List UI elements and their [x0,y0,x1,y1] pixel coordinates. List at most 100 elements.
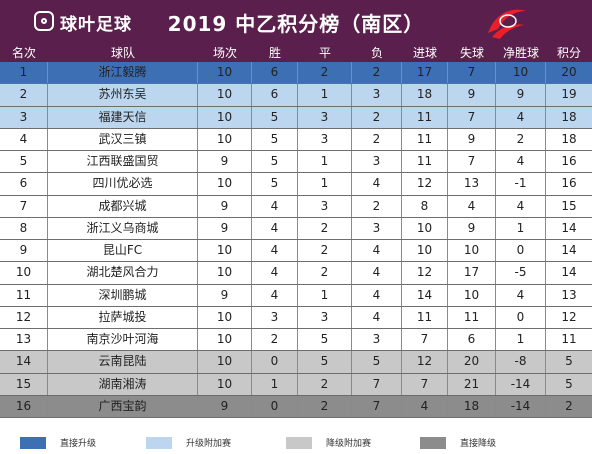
table-row: 12 拉萨城投 10 3 3 4 11 11 0 12 [0,306,592,329]
cell-wins: 0 [252,395,298,417]
app-logo-icon [34,11,54,31]
cell-played: 10 [198,329,252,351]
cell-draws: 2 [298,240,352,262]
cell-points: 15 [561,198,577,213]
cell-played: 9 [198,395,252,417]
cell-team: 四川优必选 [48,173,198,195]
cell-goals-against: 9 [448,217,496,239]
cell-wins: 2 [252,329,298,351]
cell-goal-diff: 0 [496,306,546,328]
cell-draws: 2 [298,373,352,395]
cell-points: 14 [561,243,577,257]
table-row: 7 成都兴城 9 4 3 2 8 4 4 15 [0,195,592,218]
cell-rank: 11 [0,284,48,306]
logo-text: 球叶足球 [60,15,132,35]
table-row: 1 浙江毅腾 10 6 2 2 17 7 10 20 [0,62,592,85]
cell-rank: 9 [0,240,48,262]
cell-goals-for: 10 [402,240,448,262]
cell-goals-for: 17 [402,62,448,84]
cell-goals-against: 20 [448,351,496,373]
header-bar: 球叶足球 2019 中乙积分榜（南区） [0,0,592,45]
cell-points: 14 [561,220,577,235]
cell-goal-diff: 10 [496,62,546,84]
cell-team: 浙江毅腾 [48,62,198,84]
cell-points: 20 [561,65,577,79]
table-row: 6 四川优必选 10 5 1 4 12 13 -1 16 [0,173,592,196]
cell-draws: 2 [298,62,352,84]
cell-draws: 3 [298,128,352,150]
cell-wins: 4 [252,217,298,239]
legend-swatch [146,437,172,449]
cell-rank: 7 [0,195,48,217]
cell-goal-diff: 0 [496,240,546,262]
col-losses: 负 [370,46,383,60]
cell-points: 2 [565,398,573,413]
cell-points: 12 [561,309,577,324]
cell-wins: 0 [252,351,298,373]
cell-wins: 5 [252,128,298,150]
cell-wins: 6 [252,84,298,106]
cell-losses: 4 [352,284,402,306]
cell-goals-for: 18 [402,84,448,106]
cell-draws: 3 [298,106,352,128]
cell-losses: 4 [352,240,402,262]
cell-wins: 4 [252,195,298,217]
cell-losses: 4 [352,173,402,195]
cell-draws: 2 [298,395,352,417]
cell-wins: 3 [252,306,298,328]
cell-goals-against: 21 [448,373,496,395]
legend-label: 直接降级 [460,439,497,449]
cell-goal-diff: 4 [496,106,546,128]
legend-swatch [286,437,312,449]
cell-losses: 3 [352,329,402,351]
cell-goal-diff: 1 [496,329,546,351]
cell-goals-for: 7 [402,329,448,351]
cell-points: 16 [561,176,577,191]
cell-played: 9 [198,284,252,306]
cell-losses: 4 [352,262,402,284]
cell-goal-diff: -14 [496,395,546,417]
cell-draws: 1 [298,173,352,195]
legend-swatch [20,437,46,449]
cell-rank: 15 [0,373,48,395]
cell-losses: 2 [352,128,402,150]
cell-draws: 1 [298,151,352,173]
cell-played: 10 [198,173,252,195]
cell-goal-diff: 9 [496,84,546,106]
cell-goals-for: 8 [402,195,448,217]
cell-wins: 5 [252,173,298,195]
cell-rank: 3 [0,106,48,128]
table-row: 2 苏州东吴 10 6 1 3 18 9 9 19 [0,84,592,107]
cell-team: 深圳鹏城 [48,284,198,306]
cell-rank: 5 [0,151,48,173]
cell-team: 云南昆陆 [48,351,198,373]
col-points: 积分 [556,46,581,60]
cell-team: 浙江义乌商城 [48,217,198,239]
cell-rank: 13 [0,329,48,351]
cell-rank: 12 [0,306,48,328]
cell-losses: 5 [352,351,402,373]
standings-table: 1 浙江毅腾 10 6 2 2 17 7 10 20 2 苏州东吴 10 6 1 3 18 9 9 19 3 福建天信 10… [0,62,592,418]
cell-wins: 4 [252,240,298,262]
cell-team: 江西联盛国贸 [48,151,198,173]
cell-wins: 5 [252,151,298,173]
table-row: 13 南京沙叶河海 10 2 5 3 7 6 1 11 [0,329,592,352]
cell-goal-diff: 4 [496,284,546,306]
cell-goal-diff: 2 [496,128,546,150]
cell-team: 南京沙叶河海 [48,329,198,351]
cell-rank: 10 [0,262,48,284]
table-row: 9 昆山FC 10 4 2 4 10 10 0 14 [0,240,592,263]
table-row: 4 武汉三镇 10 5 3 2 11 9 2 18 [0,128,592,151]
legend-label: 直接升级 [60,439,97,449]
legend-swatch [420,437,446,449]
legend-label: 降级附加赛 [326,439,372,449]
cell-goals-against: 10 [448,240,496,262]
table-row: 5 江西联盛国贸 9 5 1 3 11 7 4 16 [0,151,592,174]
cell-goals-against: 13 [448,173,496,195]
cell-losses: 2 [352,62,402,84]
col-goal-diff: 净胜球 [502,46,539,60]
cell-points: 16 [561,154,577,168]
cell-losses: 7 [352,395,402,417]
cell-goals-against: 7 [448,106,496,128]
